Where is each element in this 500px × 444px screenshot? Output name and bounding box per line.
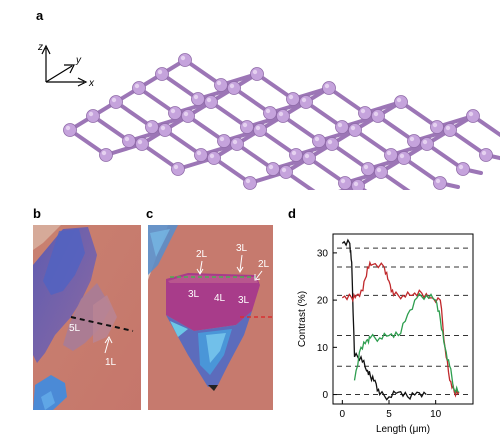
y-tick-label: 0 <box>322 390 328 401</box>
series-line <box>353 292 460 394</box>
lattice-atoms <box>63 53 493 190</box>
micrograph-b: 5L 1L <box>33 225 141 410</box>
atom <box>227 81 241 95</box>
atom <box>276 109 290 123</box>
micrograph-c: 2L 3L 2L 3L 4L 3L <box>148 225 273 410</box>
atom <box>86 109 100 123</box>
atom <box>204 95 218 109</box>
x-axis-ticks: 0 5 10 <box>340 400 442 420</box>
atom <box>263 106 277 120</box>
x-tick-label: 5 <box>386 409 392 420</box>
atom <box>322 81 336 95</box>
atom <box>335 120 349 134</box>
atom <box>63 123 77 137</box>
atom <box>240 120 254 134</box>
label-5L: 5L <box>69 323 81 334</box>
label-4L: 4L <box>214 293 226 304</box>
axis-x-label: x <box>88 78 95 89</box>
atom <box>168 106 182 120</box>
atom <box>191 92 205 106</box>
atom <box>158 123 172 137</box>
atom <box>384 148 398 162</box>
atom <box>302 151 316 165</box>
data-series <box>341 238 460 401</box>
atom <box>299 95 313 109</box>
series-line <box>341 238 427 401</box>
x-tick-label: 10 <box>430 409 442 420</box>
label-2L-left: 2L <box>196 249 208 260</box>
series-line <box>341 260 460 398</box>
label-3L-left: 3L <box>188 289 200 300</box>
atom <box>371 109 385 123</box>
atom <box>122 134 136 148</box>
atom <box>243 176 257 190</box>
atom <box>358 106 372 120</box>
profile-line-b <box>70 316 134 332</box>
atom <box>145 120 159 134</box>
atom <box>361 162 375 176</box>
contrast-profile-chart: 0 10 20 30 0 5 10 Contrast (%) Length (μm) <box>297 233 474 435</box>
atom <box>194 148 208 162</box>
atom <box>433 176 447 190</box>
plot-frame <box>332 233 474 405</box>
atom <box>348 123 362 137</box>
atom <box>397 151 411 165</box>
label-3L-top: 3L <box>236 243 248 254</box>
reference-levels <box>337 247 469 396</box>
y-tick-label: 30 <box>317 248 329 259</box>
atom <box>155 67 169 81</box>
atom <box>374 165 388 179</box>
atom <box>479 148 493 162</box>
atom <box>253 123 267 137</box>
atom <box>181 109 195 123</box>
panel-a-label: a <box>36 8 44 23</box>
x-axis-label: Length (μm) <box>376 424 430 435</box>
axis-y-label: y <box>75 55 82 66</box>
atom <box>266 162 280 176</box>
atom <box>207 151 221 165</box>
atom <box>178 53 192 67</box>
x-tick-label: 0 <box>340 409 346 420</box>
atom <box>132 81 146 95</box>
atom <box>279 165 293 179</box>
atom <box>312 134 326 148</box>
atom <box>217 134 231 148</box>
atom <box>109 95 123 109</box>
panel-c-label: c <box>146 206 154 221</box>
atom <box>289 148 303 162</box>
atom <box>430 120 444 134</box>
atom <box>171 162 185 176</box>
atom <box>407 134 421 148</box>
atom <box>466 109 480 123</box>
y-axis-ticks: 0 10 20 30 <box>317 248 337 401</box>
label-3L-right: 3L <box>238 295 250 306</box>
y-axis-label: Contrast (%) <box>297 291 308 347</box>
atom <box>214 78 228 92</box>
atom <box>230 137 244 151</box>
lattice-structure-diagram: z y x <box>37 42 500 190</box>
atom <box>443 123 457 137</box>
label-1L: 1L <box>105 357 117 368</box>
y-tick-label: 10 <box>317 343 329 354</box>
y-tick-label: 20 <box>317 296 329 307</box>
atom <box>286 92 300 106</box>
panel-d-label: d <box>288 206 296 221</box>
atom <box>394 95 408 109</box>
atom <box>135 137 149 151</box>
atom <box>456 162 470 176</box>
panel-b-label: b <box>33 206 41 221</box>
atom <box>420 137 434 151</box>
axes-triad <box>41 44 88 87</box>
axis-z-label: z <box>37 42 43 53</box>
atom <box>99 148 113 162</box>
atom <box>250 67 264 81</box>
atom <box>325 137 339 151</box>
label-2L-right: 2L <box>258 259 270 270</box>
atom <box>338 176 352 190</box>
